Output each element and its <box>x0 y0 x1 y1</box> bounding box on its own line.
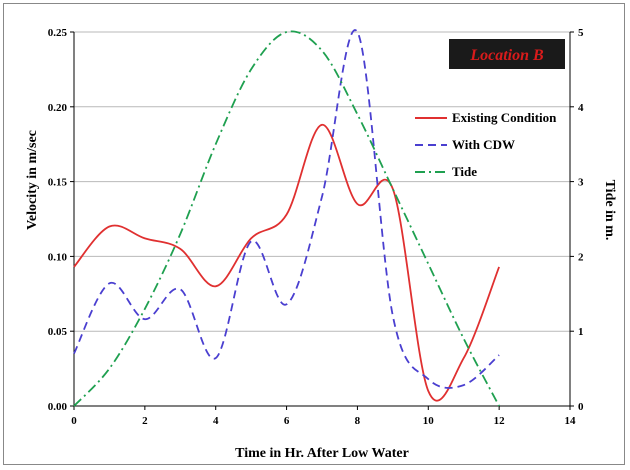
series-line-existing-condition <box>73 123 500 402</box>
x-tick-label: 4 <box>213 415 219 427</box>
x-ticks: 0 2 4 6 8 10 12 14 <box>71 406 576 427</box>
location-badge-box <box>447 37 567 71</box>
location-badge-label: Location B <box>469 47 544 64</box>
y-tick-label: 0.25 <box>48 27 68 39</box>
y-axis-title: Velocity in m/sec <box>25 130 40 230</box>
y2-tick-label: 1 <box>578 326 584 338</box>
x-tick-label: 12 <box>494 415 506 427</box>
y2-tick-label: 5 <box>578 27 584 39</box>
grid-layer <box>74 31 570 332</box>
legend: Existing Condition With CDW Tide <box>415 110 557 179</box>
y-tick-label: 0.05 <box>48 326 68 338</box>
y2-tick-label: 3 <box>578 177 584 189</box>
y2-tick-label: 2 <box>578 251 584 263</box>
y-tick-label: 0.15 <box>48 177 68 189</box>
series-line-with-cdw <box>73 29 500 389</box>
x-tick-label: 2 <box>142 415 148 427</box>
series-line-tide <box>73 30 500 407</box>
legend-label-with-cdw: With CDW <box>452 137 515 152</box>
y2-ticks: 0 1 2 3 4 5 <box>570 27 584 413</box>
legend-label-tide: Tide <box>452 164 477 179</box>
x-tick-label: 14 <box>565 415 577 427</box>
legend-label-existing-condition: Existing Condition <box>452 110 557 125</box>
x-tick-label: 6 <box>284 415 290 427</box>
series-layer <box>73 29 500 407</box>
y2-tick-label: 0 <box>578 401 584 413</box>
x-tick-label: 8 <box>355 415 361 427</box>
y-tick-label: 0.10 <box>48 251 68 263</box>
x-axis-title: Time in Hr. After Low Water <box>235 446 409 461</box>
location-badge: Location B <box>447 37 567 71</box>
y2-axis-title: Tide in m. <box>602 180 617 241</box>
x-tick-label: 10 <box>423 415 435 427</box>
x-tick-label: 0 <box>71 415 77 427</box>
y-tick-label: 0.20 <box>48 102 68 114</box>
y-ticks: 0.00 0.05 0.10 0.15 0.20 0.25 <box>48 27 74 413</box>
y-tick-label: 0.00 <box>48 401 68 413</box>
chart-frame <box>3 3 625 465</box>
y2-tick-label: 4 <box>578 102 584 114</box>
